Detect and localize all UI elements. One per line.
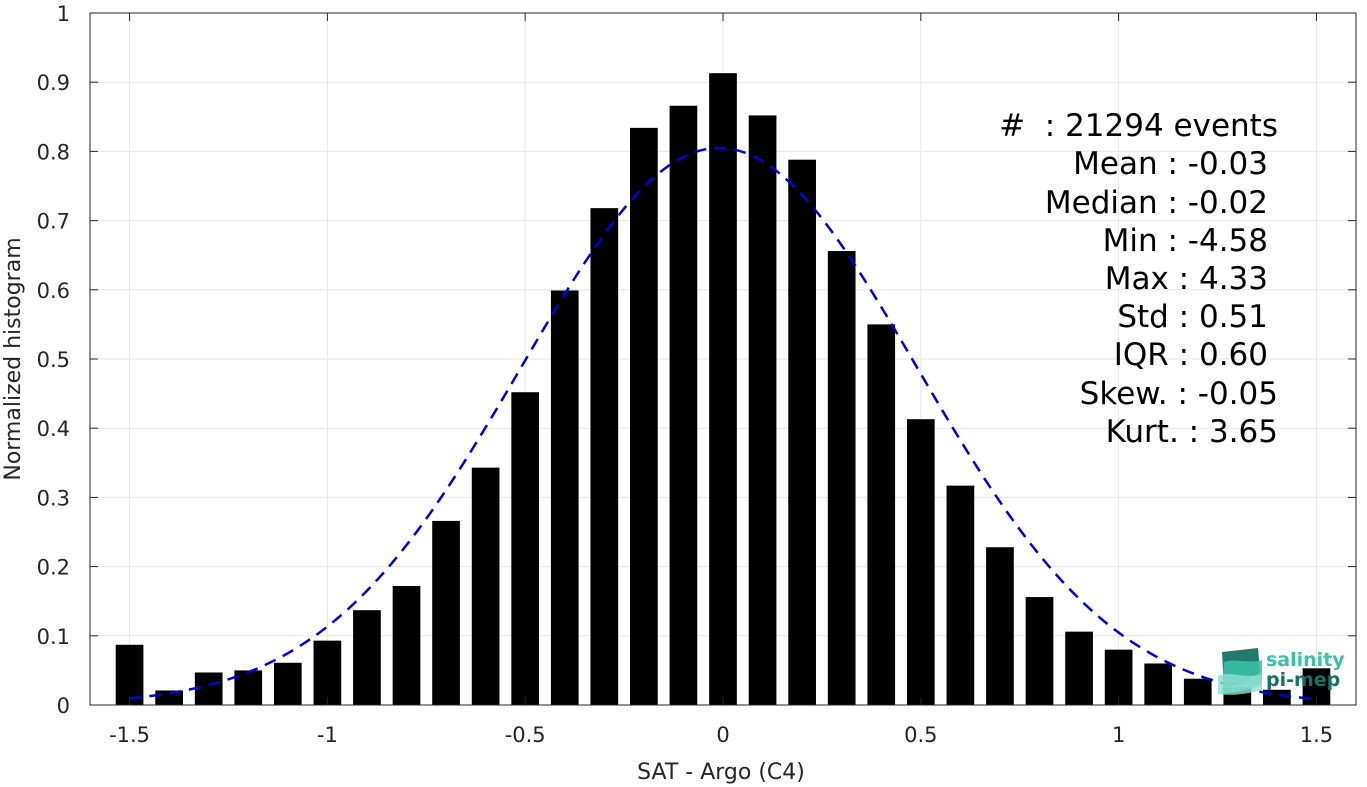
- x-tick-label: -0.5: [505, 723, 546, 747]
- y-tick-label: 0.6: [37, 279, 70, 303]
- histogram-bar: [1065, 631, 1093, 705]
- statistics-box: # : 21294 events Mean : -0.03 Median : -…: [999, 108, 1278, 450]
- histogram-bar: [1183, 678, 1212, 705]
- stat-kurt: Kurt. : 3.65: [1106, 414, 1278, 450]
- histogram-bar: [432, 520, 460, 705]
- histogram-bar: [709, 73, 737, 706]
- y-tick-labels: 0 0.1 0.2 0.3 0.4 0.5 0.6 0.7 0.8 0.9 1: [37, 2, 70, 718]
- stat-iqr: IQR : 0.60: [1114, 337, 1268, 373]
- histogram-bars: [115, 73, 1331, 706]
- y-tick-label: 0.4: [37, 417, 70, 441]
- stat-std: Std : 0.51: [1117, 299, 1268, 335]
- histogram-bar: [748, 115, 777, 705]
- histogram-bar: [155, 690, 183, 705]
- histogram-bar: [115, 644, 144, 705]
- histogram-bar: [630, 127, 658, 705]
- histogram-bar: [867, 324, 896, 705]
- stat-mean: Mean : -0.03: [1073, 146, 1268, 182]
- histogram-bar: [392, 585, 421, 705]
- y-tick-label: 0.3: [37, 486, 70, 510]
- y-tick-label: 0.8: [37, 140, 70, 164]
- histogram-bar: [1144, 663, 1173, 705]
- y-tick-label: 0.9: [37, 71, 70, 95]
- stat-skew: Skew. : -0.05: [1080, 376, 1278, 412]
- x-tick-label: -1: [317, 723, 338, 747]
- y-tick-label: 0.1: [37, 625, 70, 649]
- y-axis-title: Normalized histogram: [1, 237, 26, 480]
- stat-median: Median : -0.02: [1045, 185, 1268, 221]
- histogram-bar: [827, 251, 856, 705]
- x-tick-label: 0: [716, 723, 729, 747]
- stat-min: Min : -4.58: [1103, 223, 1268, 259]
- histogram-bar: [1025, 597, 1054, 705]
- histogram-bar: [550, 290, 579, 705]
- x-tick-label: 0.5: [904, 723, 937, 747]
- histogram-bar: [353, 610, 381, 705]
- x-tick-labels: -1.5 -1 -0.5 0 0.5 1 1.5: [109, 723, 1333, 747]
- x-axis-title: SAT - Argo (C4): [637, 760, 805, 785]
- logo-text-salinity: salinity: [1266, 649, 1345, 671]
- wave-logo-icon: [1218, 648, 1262, 695]
- histogram-bar: [313, 640, 342, 705]
- y-tick-label: 0.5: [37, 348, 70, 372]
- salinity-pimep-logo: salinity pi-mep: [1218, 648, 1345, 695]
- histogram-bar: [946, 485, 975, 705]
- y-tick-label: 1: [57, 2, 70, 26]
- histogram-bar: [906, 419, 935, 705]
- histogram-bar: [590, 208, 619, 706]
- x-tick-label: 1: [1112, 723, 1125, 747]
- histogram-bar: [669, 105, 698, 705]
- histogram-bar: [986, 547, 1014, 705]
- histogram-bar: [1104, 649, 1133, 705]
- histogram-bar: [471, 467, 500, 705]
- logo-text-pimep: pi-mep: [1266, 669, 1340, 691]
- histogram-bar: [788, 159, 816, 706]
- stat-events: # : 21294 events: [999, 108, 1278, 144]
- histogram-bar: [511, 392, 540, 705]
- histogram-bar: [273, 662, 302, 705]
- x-tick-label: -1.5: [109, 723, 150, 747]
- x-tick-label: 1.5: [1300, 723, 1333, 747]
- y-tick-label: 0.2: [37, 556, 70, 580]
- gaussian-fit-curve: [129, 146, 1317, 701]
- stat-max: Max : 4.33: [1105, 261, 1268, 297]
- y-tick-label: 0: [57, 694, 70, 718]
- y-tick-label: 0.7: [37, 210, 70, 234]
- axis-ticks: [90, 12, 1356, 706]
- histogram-bar: [194, 672, 223, 705]
